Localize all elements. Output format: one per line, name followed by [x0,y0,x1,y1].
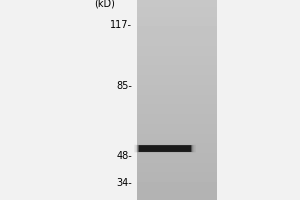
Text: 85-: 85- [116,81,132,91]
Text: 34-: 34- [116,178,132,188]
Text: 117-: 117- [110,20,132,30]
Text: (kD): (kD) [94,0,116,9]
Text: 48-: 48- [116,151,132,161]
FancyBboxPatch shape [139,145,191,152]
FancyBboxPatch shape [138,145,192,152]
FancyBboxPatch shape [137,145,194,152]
FancyBboxPatch shape [134,145,196,152]
